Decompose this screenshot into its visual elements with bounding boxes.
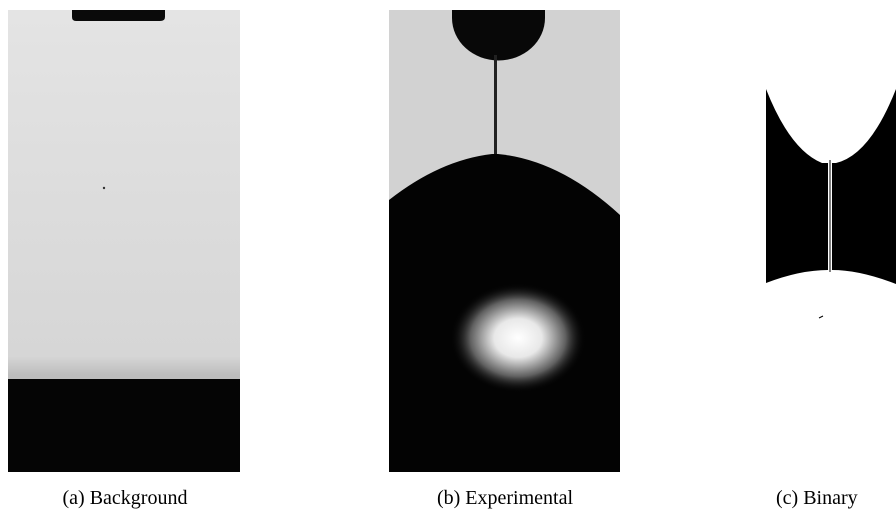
panel-binary (766, 89, 896, 318)
caption: (b) Experimental (437, 487, 573, 509)
right-region (832, 89, 896, 284)
caption: (c) Binary (776, 487, 858, 509)
speck (103, 187, 105, 189)
filament (494, 55, 497, 155)
speck (819, 316, 823, 318)
figure: (a) Background (b) Experimental (c) Bina… (0, 0, 896, 518)
page: (a) Background (b) Experimental (c) Bina… (0, 0, 896, 518)
caption: (a) Background (63, 487, 188, 509)
nozzle (72, 10, 165, 21)
panel-background (8, 10, 240, 472)
left-region (766, 89, 828, 283)
reflection (450, 283, 586, 393)
panel-experimental (389, 10, 620, 472)
substrate (8, 379, 240, 472)
